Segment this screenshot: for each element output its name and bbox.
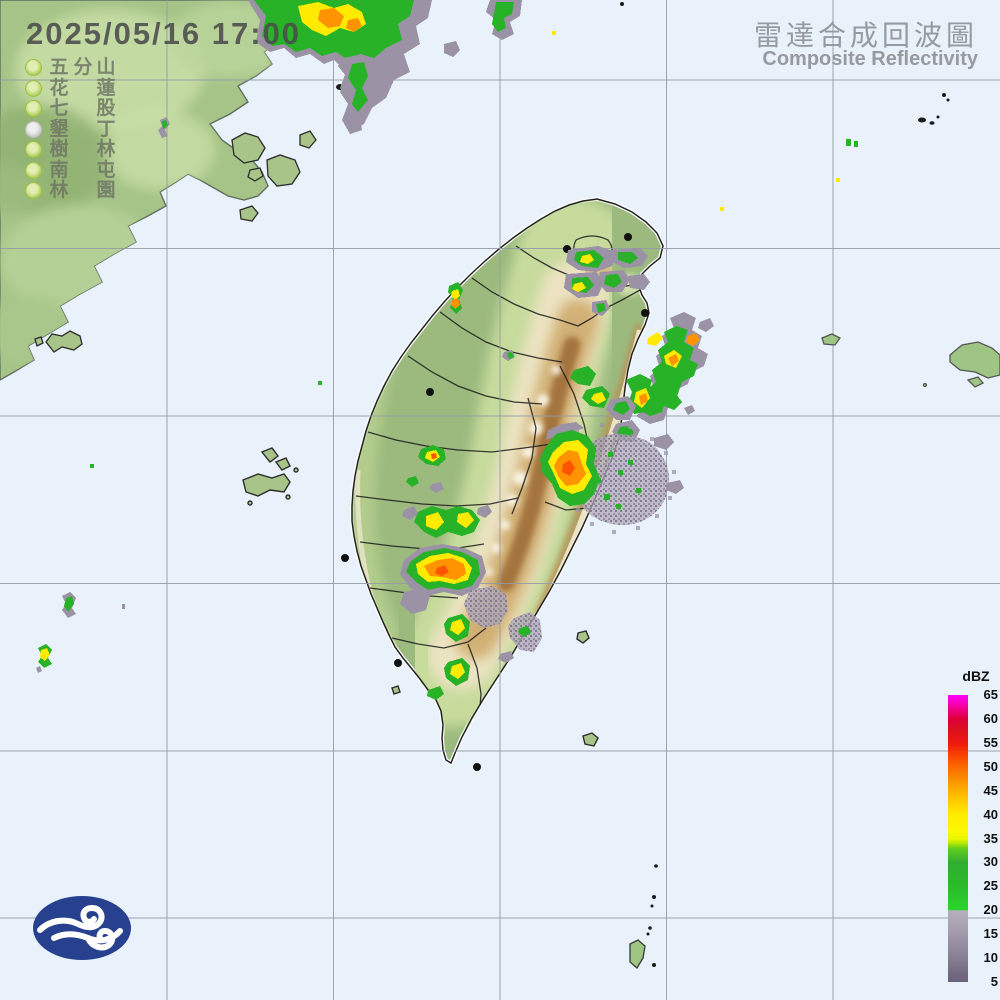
station-name-char: 分 (73, 57, 93, 78)
echo-specks (36, 31, 858, 673)
dbz-colorbar: dBZ 65 60 55 50 45 40 35 30 25 20 15 10 5 (940, 668, 1000, 990)
coastal-islands (34, 130, 317, 353)
station-name-char: 墾 (49, 118, 69, 140)
colorbar-unit-label: dBZ (962, 668, 990, 684)
station-name-char: 七 (49, 98, 69, 119)
station-name-char: 蓮 (96, 77, 116, 99)
station-name-char: 屯 (96, 159, 116, 181)
echo-cluster-southwest (400, 505, 542, 700)
colorbar-tick-5: 5 (990, 974, 998, 989)
echo-clutter-disk (540, 422, 684, 534)
echo-cluster-north (248, 0, 522, 134)
colorbar-gradient (948, 695, 968, 982)
taiwan-island (350, 196, 666, 766)
station-name-char: 股 (96, 98, 116, 119)
station-status-dot (25, 161, 42, 179)
page-title: 雷達合成回波圖 (753, 20, 978, 51)
station-name-char: 花 (49, 77, 69, 99)
station-status-dot (25, 141, 42, 158)
colorbar-tick-25: 25 (983, 878, 998, 894)
echo-cells-central-west (406, 282, 515, 493)
station-name-char: 林 (49, 180, 69, 201)
colorbar-tick-60: 60 (983, 710, 998, 726)
colorbar-tick-10: 10 (983, 950, 998, 966)
station-name-char: 南 (49, 159, 69, 181)
colorbar-tick-50: 50 (983, 758, 998, 774)
station-status-dot (25, 59, 42, 76)
page-subtitle: Composite Reflectivity (762, 48, 978, 70)
station-name-char: 樹 (49, 139, 69, 160)
timestamp: 2025/05/16 17:00 (26, 16, 302, 51)
station-status-dot (25, 79, 42, 97)
colorbar-tick-55: 55 (983, 734, 998, 750)
radar-echoes (36, 0, 858, 700)
colorbar-tick-45: 45 (983, 782, 998, 798)
colorbar-tick-30: 30 (983, 854, 998, 870)
colorbar-tick-35: 35 (983, 830, 998, 846)
station-status-dot (25, 120, 42, 138)
station-name-char: 丁 (96, 118, 116, 140)
cwb-logo-icon (33, 896, 131, 960)
station-status-dot (25, 182, 42, 199)
colorbar-tick-65: 65 (983, 687, 998, 702)
station-name-char: 山 (96, 57, 116, 78)
colorbar-tick-20: 20 (983, 902, 998, 918)
station-name-char: 林 (96, 139, 116, 160)
echo-cluster-northeast (564, 246, 650, 316)
colorbar-tick-15: 15 (983, 926, 998, 942)
station-status-dot (25, 100, 42, 117)
station-name-char: 園 (96, 180, 116, 201)
station-name-char: 五 (49, 57, 69, 78)
colorbar-tick-40: 40 (983, 806, 998, 822)
